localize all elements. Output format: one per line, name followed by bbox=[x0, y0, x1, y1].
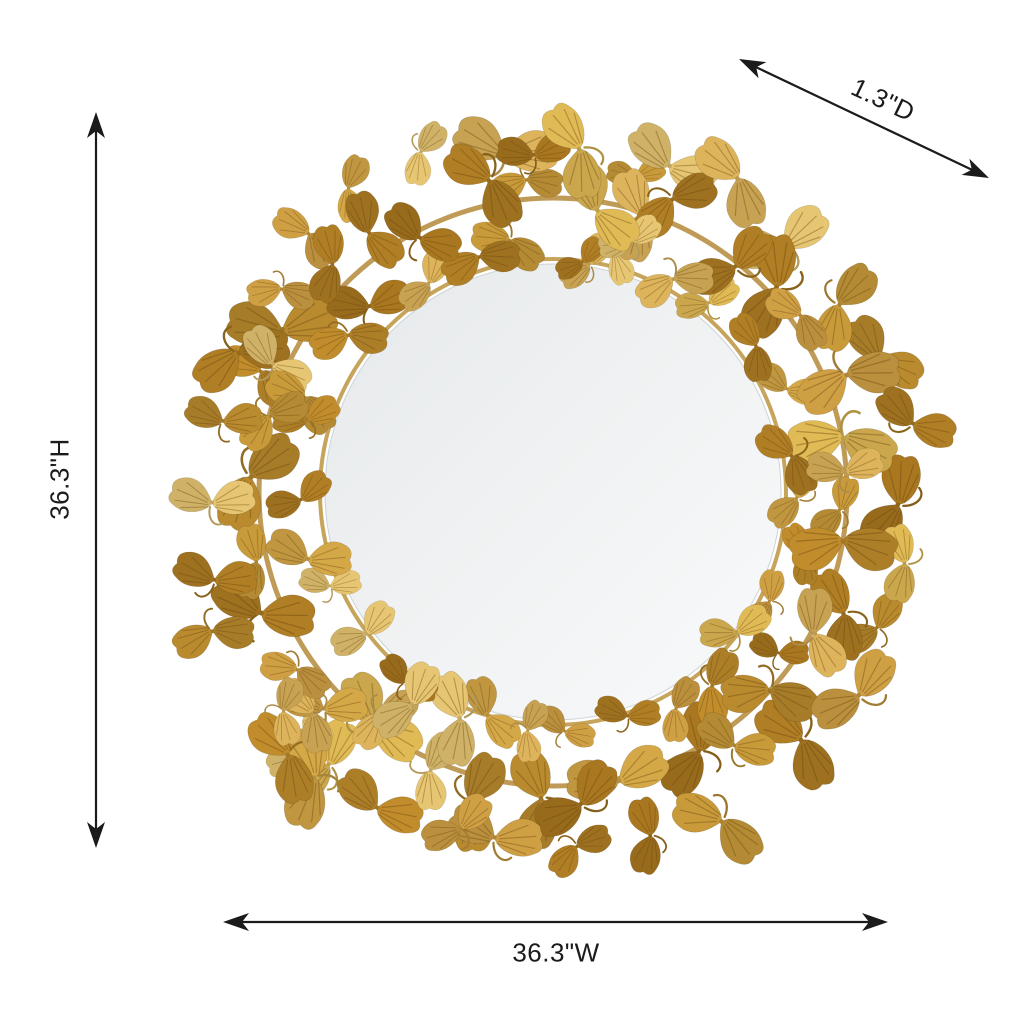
height-dimension-arrow bbox=[87, 112, 105, 848]
depth-dimension-arrow bbox=[739, 59, 989, 178]
width-dimension-arrow bbox=[223, 913, 888, 931]
height-dimension-label: 36.3"H bbox=[44, 438, 75, 520]
width-dimension-label: 36.3"W bbox=[512, 937, 600, 968]
butterfly-wreath bbox=[168, 102, 957, 879]
